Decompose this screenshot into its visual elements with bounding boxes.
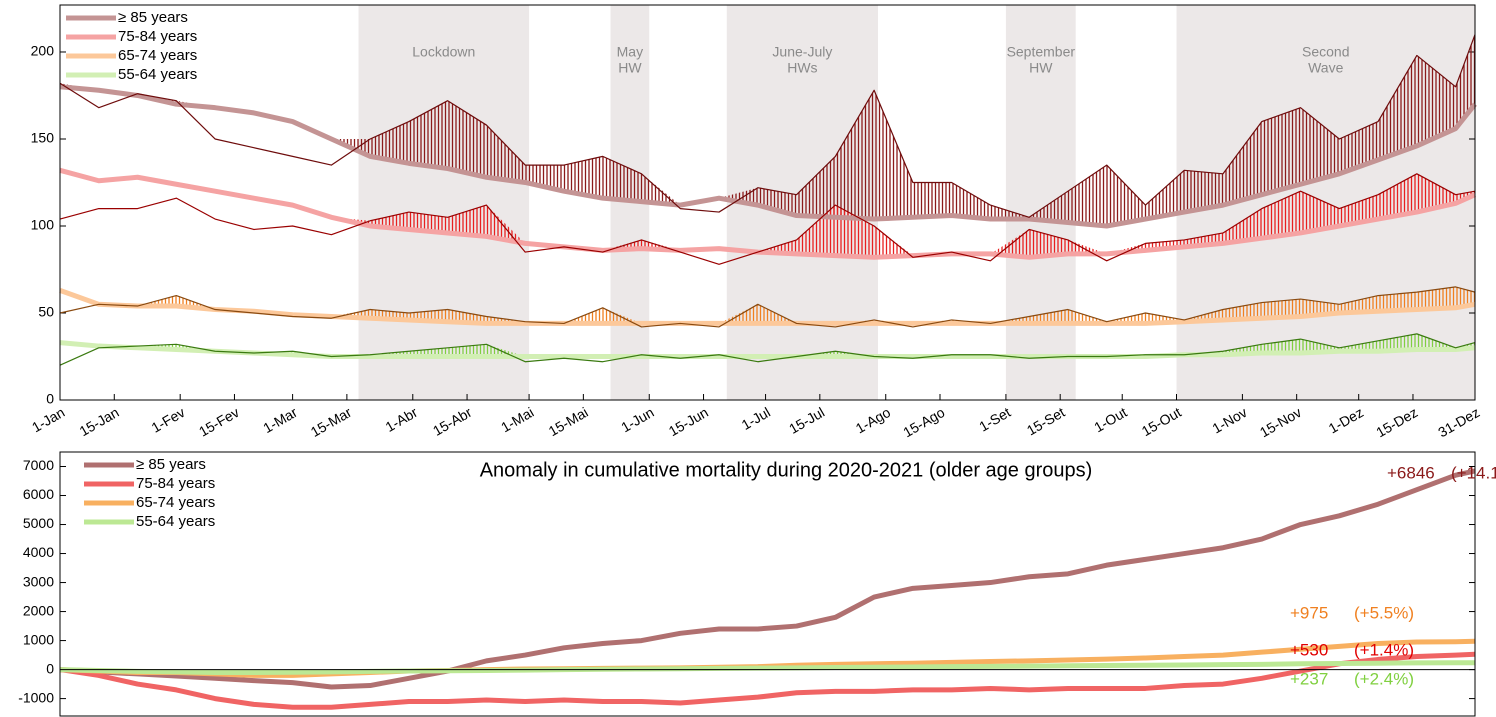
legend-label: ≥ 85 years: [136, 456, 206, 473]
legend-label: 55-64 years: [118, 66, 197, 83]
expected-line: [59, 167, 1477, 260]
x-tick-label: 15-Jul: [786, 404, 827, 437]
period-label: May: [617, 44, 643, 60]
expected-line: [59, 340, 1476, 359]
chart-title: Anomaly in cumulative mortality during 2…: [480, 459, 1093, 481]
legend-label: 75-84 years: [136, 475, 215, 492]
y-tick-label: 4000: [23, 544, 54, 560]
x-tick-label: 1-Fev: [149, 404, 188, 436]
x-tick-label: 15-Dez: [1373, 404, 1420, 440]
x-tick-label: 15-Mar: [308, 404, 355, 440]
x-tick-label: 1-Mai: [498, 404, 536, 435]
x-tick-label: 31-Dez: [1435, 404, 1482, 440]
legend-label: 65-74 years: [118, 47, 197, 64]
x-tick-label: 1-Dez: [1326, 404, 1366, 437]
legend-label: 55-64 years: [136, 513, 215, 530]
end-label: +237: [1290, 669, 1328, 688]
period-label: June-July: [772, 44, 832, 60]
period-label: Lockdown: [412, 44, 475, 60]
x-tick-label: 15-Out: [1139, 404, 1184, 439]
period-label: HW: [1029, 60, 1053, 76]
observed-line: [59, 173, 1476, 265]
y-tick-label: 50: [38, 304, 54, 320]
x-tick-label: 15-Jan: [77, 404, 122, 439]
legend-label: ≥ 85 years: [118, 9, 188, 26]
legend-label: 65-74 years: [136, 494, 215, 511]
x-tick-label: 15-Mai: [546, 404, 591, 439]
x-tick-label: 15-Nov: [1257, 404, 1304, 440]
legend-label: 75-84 years: [118, 28, 197, 45]
x-tick-label: 1-Abr: [382, 404, 420, 435]
end-label: +975: [1290, 603, 1328, 622]
y-tick-label: 100: [31, 217, 55, 233]
expected-line: [59, 288, 1476, 326]
expected-line: [59, 84, 1477, 229]
x-tick-label: 15-Jun: [666, 404, 711, 439]
period-label: Second: [1302, 44, 1349, 60]
plot-frame: [59, 4, 1476, 401]
x-tick-label: 1-Nov: [1209, 404, 1249, 437]
x-tick-label: 1-Set: [976, 404, 1013, 435]
y-tick-label: 1000: [23, 631, 54, 647]
y-tick-label: 6000: [23, 486, 54, 502]
x-tick-label: 1-Jul: [739, 404, 773, 433]
period-band: [358, 5, 530, 400]
y-tick-label: 200: [31, 43, 55, 59]
observed-line: [59, 34, 1476, 218]
excess-area: [60, 286, 1475, 324]
observed-line: [59, 286, 1476, 328]
x-tick-label: 1-Out: [1091, 404, 1129, 435]
x-tick-label: 1-Mar: [260, 404, 300, 436]
y-tick-label: 0: [46, 391, 54, 407]
expected-line: [59, 468, 1476, 690]
y-tick-label: 2000: [23, 602, 54, 618]
end-pct: (+5.5%): [1354, 603, 1414, 622]
end-pct: (+14.1%): [1451, 463, 1496, 482]
period-label: September: [1007, 44, 1076, 60]
expected-line: [59, 651, 1476, 710]
plot-frame: [59, 451, 1476, 717]
end-label: +6846: [1387, 463, 1435, 482]
end-pct: (+2.4%): [1354, 669, 1414, 688]
period-label: Wave: [1308, 60, 1343, 76]
x-tick-label: 15-Abr: [430, 404, 475, 439]
observed-line: [59, 333, 1476, 366]
y-tick-label: 7000: [23, 457, 54, 473]
x-tick-label: 1-Jan: [29, 404, 67, 435]
period-label: HWs: [787, 60, 817, 76]
y-tick-label: 5000: [23, 515, 54, 531]
y-tick-label: 3000: [23, 573, 54, 589]
x-tick-label: 15-Fev: [196, 404, 242, 440]
end-label: +530: [1290, 640, 1328, 659]
x-tick-label: 15-Ago: [900, 404, 947, 441]
y-tick-label: 0: [46, 660, 54, 676]
x-tick-label: 1-Ago: [853, 404, 894, 437]
end-pct: (+1.4%): [1354, 640, 1414, 659]
y-tick-label: -1000: [18, 689, 54, 705]
y-tick-label: 150: [31, 130, 55, 146]
period-label: HW: [618, 60, 642, 76]
x-tick-label: 15-Set: [1024, 404, 1068, 439]
expected-line: [59, 660, 1476, 675]
x-tick-label: 1-Jun: [618, 404, 656, 435]
